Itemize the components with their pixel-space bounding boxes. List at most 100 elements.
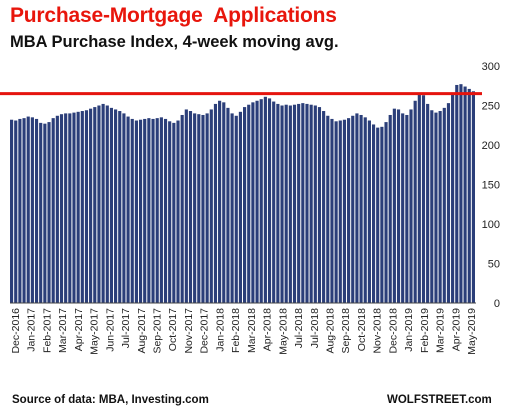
- x-tick-label: Nov-2017: [183, 308, 195, 354]
- bar: [330, 118, 334, 304]
- bar: [193, 113, 197, 304]
- bar: [238, 111, 242, 303]
- bar: [126, 116, 130, 303]
- bar: [226, 107, 230, 304]
- bar: [114, 109, 118, 303]
- bar: [355, 113, 359, 304]
- chart-subtitle: MBA Purchase Index, 4-week moving avg.: [10, 33, 339, 51]
- x-tick-label: Mar-2017: [57, 308, 69, 353]
- bar: [39, 122, 43, 303]
- bar: [430, 110, 434, 304]
- chart-title: Purchase-Mortgage Applications: [10, 4, 337, 27]
- y-tick-label: 50: [488, 259, 500, 271]
- bar: [30, 117, 34, 303]
- bar: [234, 115, 238, 304]
- bar: [251, 102, 255, 303]
- bar: [172, 122, 176, 303]
- bar: [159, 117, 163, 303]
- bar: [138, 119, 143, 303]
- bar: [68, 113, 72, 304]
- bars-layer: [10, 84, 475, 304]
- bar: [338, 120, 342, 303]
- bar: [380, 126, 384, 303]
- bar: [263, 96, 267, 303]
- y-axis-ticks: 0 50 100 150 200 250 300: [482, 61, 500, 310]
- bar: [280, 105, 284, 303]
- bar: [297, 103, 301, 303]
- bar: [347, 118, 351, 303]
- bar: [18, 118, 22, 304]
- bar: [84, 110, 89, 304]
- bar: [363, 117, 367, 303]
- x-tick-label: Apr-2019: [450, 308, 462, 351]
- x-tick-label: Jul-2018: [309, 308, 321, 348]
- bar: [72, 112, 76, 303]
- bar: [105, 105, 109, 303]
- bar: [26, 116, 30, 303]
- bar: [463, 86, 467, 303]
- bar: [471, 91, 475, 303]
- bar: [392, 108, 396, 303]
- x-tick-label: Jan-2019: [403, 308, 415, 352]
- x-axis-ticks: Dec-2016 Jan-2017 Feb-2017 Mar-2017 Apr-2017…: [10, 308, 478, 355]
- x-tick-label: May-2018: [277, 308, 289, 355]
- bar: [426, 103, 430, 303]
- bar: [259, 99, 263, 304]
- bar: [413, 100, 417, 303]
- bar: [288, 105, 292, 303]
- bar: [180, 114, 184, 303]
- bar: [247, 104, 251, 304]
- x-tick-label: Jul-2018: [293, 308, 305, 348]
- bar: [272, 101, 276, 303]
- bar: [451, 94, 455, 303]
- bar: [388, 114, 392, 303]
- bar: [22, 118, 26, 303]
- bar: [376, 127, 380, 304]
- bar: [401, 113, 405, 304]
- x-tick-label: Jun-2017: [104, 308, 116, 352]
- bar: [76, 111, 80, 303]
- bar: [218, 100, 222, 303]
- bar: [51, 118, 55, 303]
- bar: [313, 105, 317, 303]
- y-tick-label: 250: [482, 101, 500, 113]
- bar: [163, 118, 168, 304]
- bar: [243, 107, 247, 303]
- x-tick-label: Oct-2018: [356, 308, 368, 351]
- x-tick-label: Mar-2019: [435, 308, 447, 353]
- bar: [97, 105, 101, 303]
- bar: [80, 111, 84, 303]
- bar: [342, 119, 347, 303]
- bar: [417, 93, 421, 304]
- bar: [334, 121, 338, 303]
- bar: [301, 103, 305, 303]
- bar: [434, 112, 438, 303]
- bar: [151, 118, 155, 304]
- bar: [276, 103, 280, 303]
- bar: [122, 113, 126, 304]
- bar: [405, 114, 409, 303]
- bar: [118, 111, 122, 303]
- y-tick-label: 0: [494, 298, 500, 310]
- x-tick-label: May-2017: [89, 308, 101, 355]
- x-tick-label: Aug-2018: [324, 308, 336, 354]
- bar: [359, 114, 363, 303]
- x-tick-label: May-2019: [466, 308, 478, 355]
- x-tick-label: Sep-2017: [152, 308, 164, 354]
- bar: [147, 118, 151, 303]
- bar: [351, 115, 355, 304]
- bar: [459, 84, 463, 303]
- x-tick-label: Jul-2017: [120, 308, 132, 348]
- bar: [59, 114, 64, 303]
- bar: [130, 118, 134, 304]
- y-tick-label: 150: [482, 180, 500, 192]
- bar: [255, 100, 259, 303]
- x-tick-label: Dec-2017: [199, 308, 211, 354]
- bar: [10, 119, 14, 303]
- bar: [409, 109, 413, 303]
- bar: [396, 109, 401, 303]
- bar: [384, 122, 388, 303]
- bar: [55, 115, 59, 304]
- bar: [438, 111, 442, 303]
